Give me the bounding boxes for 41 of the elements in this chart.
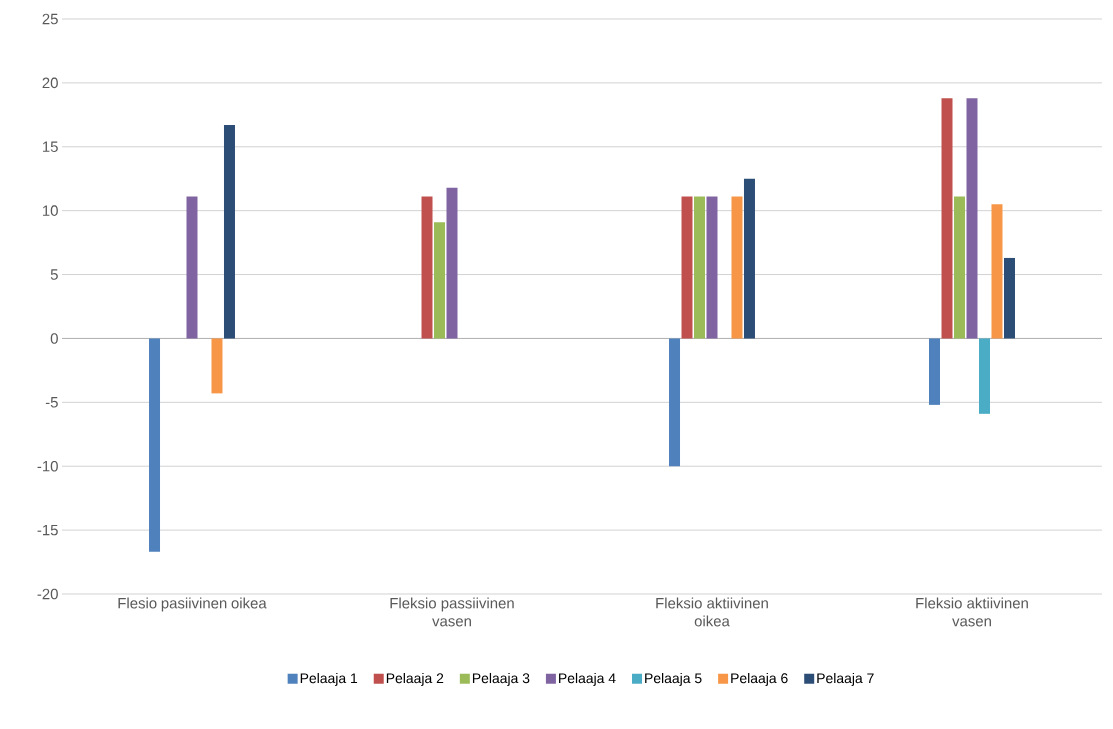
bar	[954, 196, 965, 339]
bar	[681, 196, 693, 339]
y-tick-label: 10	[43, 205, 58, 216]
x-tick-label: Fleksio passiivinen vasen	[390, 597, 514, 627]
y-tick-label: 25	[42, 13, 58, 25]
bar	[743, 178, 755, 339]
y-tick-label: 15	[43, 141, 58, 152]
legend-label: Pelaaja 7	[817, 672, 874, 686]
y-tick-label: -5	[45, 397, 58, 408]
bar	[434, 222, 445, 339]
bar	[991, 204, 1003, 339]
x-tick-label: Fleksio aktiivinen oikea	[656, 597, 768, 627]
x-tick-label: Fleksio aktiivinen vasen	[916, 597, 1028, 627]
bar	[149, 338, 161, 552]
bar	[211, 338, 223, 394]
bar	[669, 338, 681, 467]
y-tick-label: 0	[50, 333, 58, 344]
y-tick-label: 20	[42, 77, 58, 89]
bar	[978, 338, 990, 414]
bar	[223, 125, 235, 339]
bar	[941, 98, 953, 339]
y-tick-label: -20	[37, 588, 58, 600]
legend-label: Pelaaja 5	[645, 672, 702, 686]
legend-label: Pelaaja 1	[300, 672, 358, 686]
x-tick-label: Flesio pasiivinen oikea	[118, 597, 267, 612]
legend-label: Pelaaja 4	[559, 672, 616, 686]
bar	[966, 98, 978, 339]
bar	[186, 196, 198, 339]
y-tick-label: 5	[50, 269, 58, 280]
bar	[446, 187, 458, 339]
bar	[731, 196, 743, 339]
bar	[421, 196, 433, 339]
bar	[929, 338, 941, 405]
legend-label: Pelaaja 6	[731, 672, 788, 686]
y-tick-label: -10	[37, 460, 58, 472]
bar	[694, 196, 705, 339]
bar	[706, 196, 718, 339]
y-tick-label: -15	[37, 524, 58, 536]
legend-label: Pelaaja 2	[386, 672, 444, 686]
bar	[1003, 257, 1015, 339]
legend-label: Pelaaja 3	[472, 672, 530, 686]
